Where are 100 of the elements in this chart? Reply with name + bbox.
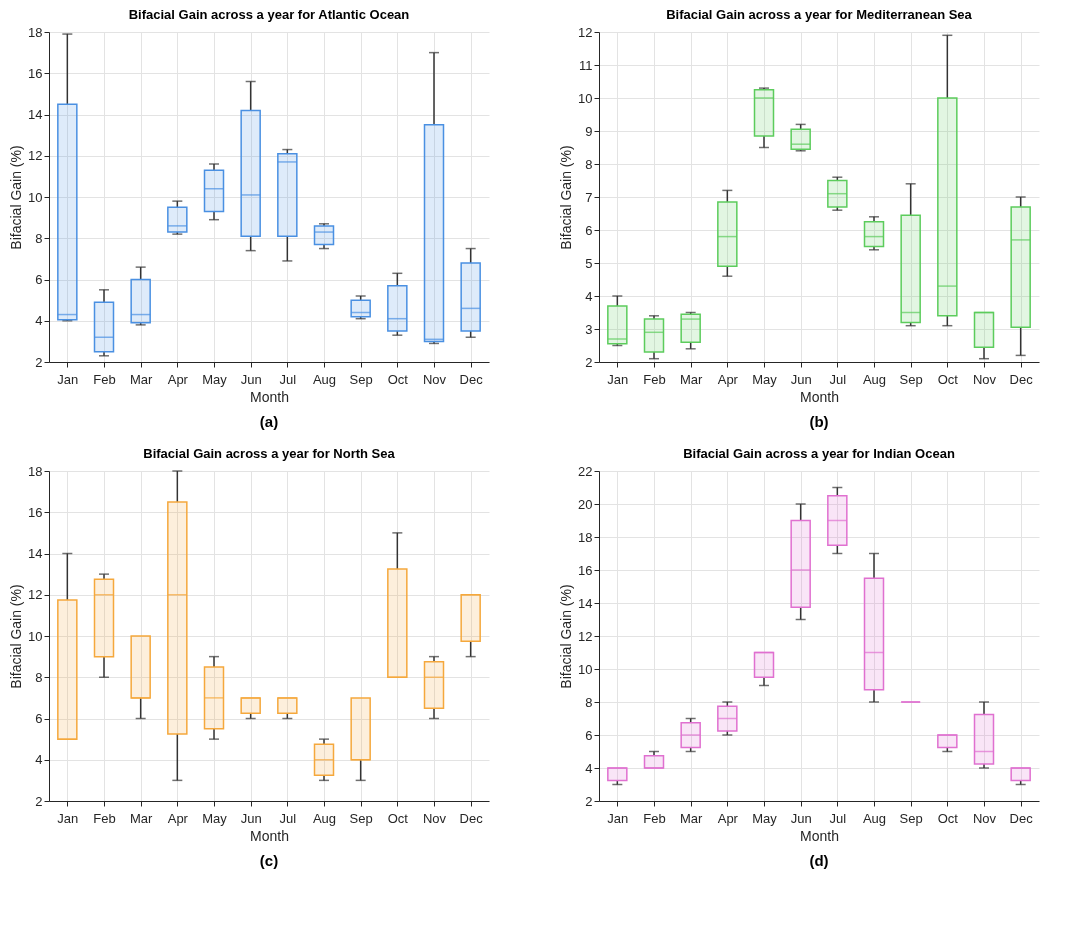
text: (d)	[809, 852, 829, 869]
x-tick-label: May	[202, 810, 228, 826]
y-axis-title: Bifacial Gain (%)	[8, 584, 25, 689]
y-tick-label: 4	[35, 752, 43, 768]
chart-title: Bifacial Gain across a year for Atlantic Ocean	[128, 7, 410, 22]
y-tick-label: 2	[35, 793, 43, 809]
x-tick-label: Nov	[972, 371, 997, 387]
x-tick-label: Jan	[607, 371, 629, 387]
y-tick-label: 16	[578, 562, 593, 578]
text: (a)	[259, 413, 279, 430]
x-tick-label: Jun	[240, 371, 262, 387]
x-tick-label: Sep	[899, 371, 923, 387]
y-tick-label: 14	[578, 595, 593, 611]
x-axis-title: Month	[800, 388, 839, 405]
y-tick-label: 16	[28, 65, 43, 81]
y-tick-label: 10	[578, 661, 593, 677]
y-tick-label: 18	[578, 529, 593, 545]
y-tick-label: 14	[28, 107, 43, 122]
y-tick-label: 14	[28, 546, 43, 561]
x-tick-label: Jun	[240, 810, 262, 826]
y-tick-label: 2	[585, 793, 593, 809]
y-tick-label: 7	[585, 189, 593, 205]
x-tick-label: Sep	[349, 371, 373, 387]
x-tick-label: Apr	[717, 371, 739, 387]
x-tick-label: Aug	[862, 371, 887, 387]
x-tick-label: May	[752, 810, 778, 826]
x-tick-label: Apr	[167, 810, 189, 826]
x-tick-label: Dec	[1009, 371, 1034, 387]
y-tick-label: 12	[28, 148, 43, 164]
x-tick-label: Apr	[717, 810, 739, 826]
x-tick-label: Aug	[312, 810, 337, 826]
y-tick-label: 8	[35, 669, 43, 685]
x-tick-label: Feb	[93, 810, 116, 826]
y-axis-title: Bifacial Gain (%)	[8, 145, 25, 250]
x-tick-label: Jul	[279, 371, 297, 387]
x-tick-label: Nov	[972, 810, 997, 826]
y-tick-label: 10	[28, 189, 43, 205]
y-tick-label: 20	[578, 496, 593, 512]
y-tick-label: 2	[585, 354, 593, 370]
y-tick-label: 6	[35, 272, 43, 287]
y-tick-label: 18	[28, 463, 43, 479]
y-tick-label: 6	[585, 222, 593, 238]
x-tick-label: Feb	[643, 810, 666, 826]
x-tick-label: Jun	[790, 371, 812, 387]
x-tick-label: Nov	[422, 810, 447, 826]
y-tick-label: 8	[585, 694, 593, 710]
y-axis-title: Bifacial Gain (%)	[558, 584, 575, 689]
y-tick-label: 11	[579, 57, 593, 73]
y-tick-label: 12	[28, 587, 43, 603]
x-tick-label: Dec	[459, 371, 484, 387]
y-tick-label: 22	[578, 463, 593, 479]
x-tick-label: Oct	[387, 371, 409, 387]
x-tick-label: Jul	[829, 371, 847, 387]
y-tick-label: 9	[585, 123, 593, 139]
x-tick-label: Sep	[349, 810, 373, 826]
x-tick-label: Nov	[422, 371, 447, 387]
x-tick-label: Jun	[790, 810, 812, 826]
x-tick-label: Oct	[937, 810, 959, 826]
x-tick-label: Apr	[167, 371, 189, 387]
x-tick-label: May	[202, 371, 228, 387]
y-tick-label: 4	[35, 313, 43, 329]
x-tick-label: Jan	[57, 810, 79, 826]
x-tick-label: Feb	[643, 371, 666, 387]
x-tick-label: Mar	[129, 371, 154, 387]
y-tick-label: 6	[35, 711, 43, 726]
y-tick-label: 12	[578, 24, 593, 40]
y-tick-label: 4	[585, 760, 593, 776]
x-tick-label: Dec	[459, 810, 484, 826]
x-tick-label: Jul	[279, 810, 297, 826]
x-tick-label: Sep	[899, 810, 923, 826]
x-tick-label: Jan	[607, 810, 629, 826]
x-tick-label: Feb	[93, 371, 116, 387]
text: (b)	[809, 413, 829, 430]
y-tick-label: 3	[585, 321, 593, 337]
y-tick-label: 10	[578, 90, 593, 106]
x-tick-label: Aug	[312, 371, 337, 387]
y-tick-label: 16	[28, 504, 43, 520]
y-tick-label: 6	[585, 727, 593, 743]
x-tick-label: Oct	[937, 371, 959, 387]
y-tick-label: 12	[578, 628, 593, 644]
chart-title: Bifacial Gain across a year for Mediterranean Sea	[666, 7, 973, 22]
x-tick-label: Jan	[57, 371, 79, 387]
x-tick-label: Jul	[829, 810, 847, 826]
chart-title: Bifacial Gain across a year for Indian Ocean	[683, 446, 955, 461]
y-tick-label: 5	[585, 255, 593, 271]
x-tick-label: Dec	[1009, 810, 1034, 826]
y-tick-label: 4	[585, 288, 593, 304]
x-axis-title: Month	[250, 388, 289, 405]
x-tick-label: Aug	[862, 810, 887, 826]
y-tick-label: 2	[35, 354, 43, 370]
text: (c)	[259, 852, 279, 869]
y-tick-label: 8	[585, 156, 593, 172]
x-tick-label: Oct	[387, 810, 409, 826]
x-axis-title: Month	[250, 827, 289, 844]
y-tick-label: 18	[28, 24, 43, 40]
x-tick-label: Mar	[129, 810, 154, 826]
x-tick-label: Mar	[679, 371, 704, 387]
y-tick-label: 10	[28, 628, 43, 644]
x-axis-title: Month	[800, 827, 839, 844]
y-axis-title: Bifacial Gain (%)	[558, 145, 575, 250]
